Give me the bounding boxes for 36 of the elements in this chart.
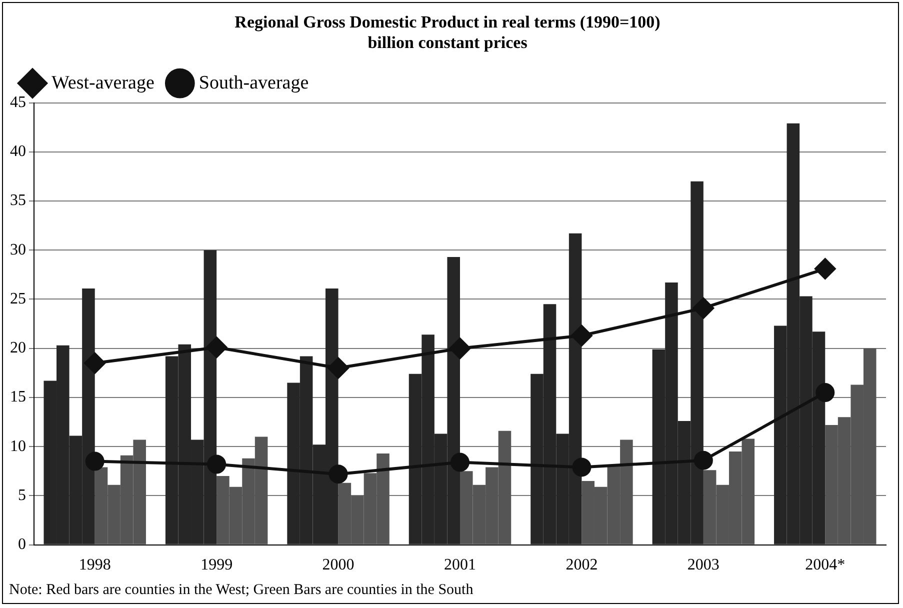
legend-label: South-average [198,72,309,94]
y-tick-label: 40 [10,143,26,160]
x-tick-label: 2001 [444,556,476,574]
y-tick-label: 45 [10,94,26,112]
y-tick-label: 25 [10,290,26,308]
point [694,450,713,470]
chart-title: Regional Gross Domestic Product in real terms (1990=100) [234,12,660,32]
point [572,458,592,477]
x-tick-label: 2003 [687,556,720,574]
y-tick-label: 5 [18,486,26,504]
point [450,338,470,359]
legend-label: West-average [52,72,154,94]
point [816,383,835,402]
chart-subtitle: billion constant prices [368,32,528,52]
x-tick-label: 1999 [200,556,233,574]
y-tick-label: 10 [10,438,26,455]
x-tick-label: 2002 [566,556,598,574]
y-tick-label: 35 [10,192,26,210]
point [207,454,226,474]
x-tick-label: 2004* [805,556,846,574]
point [85,452,104,471]
y-tick-label: 15 [10,388,26,406]
point [328,358,349,378]
y-tick-label: 20 [10,340,26,357]
point [450,452,470,472]
point [571,325,592,346]
point [206,336,228,358]
point [84,352,106,374]
text: Note: Red bars are counties in the West; Green Bars are counties in the South [9,582,474,599]
point [814,258,836,280]
y-tick-label: 30 [10,241,26,258]
point [692,298,714,319]
x-tick-label: 2000 [322,556,354,574]
y-tick-label: 0 [18,536,26,554]
point [328,464,348,484]
x-tick-label: 1998 [78,556,111,574]
